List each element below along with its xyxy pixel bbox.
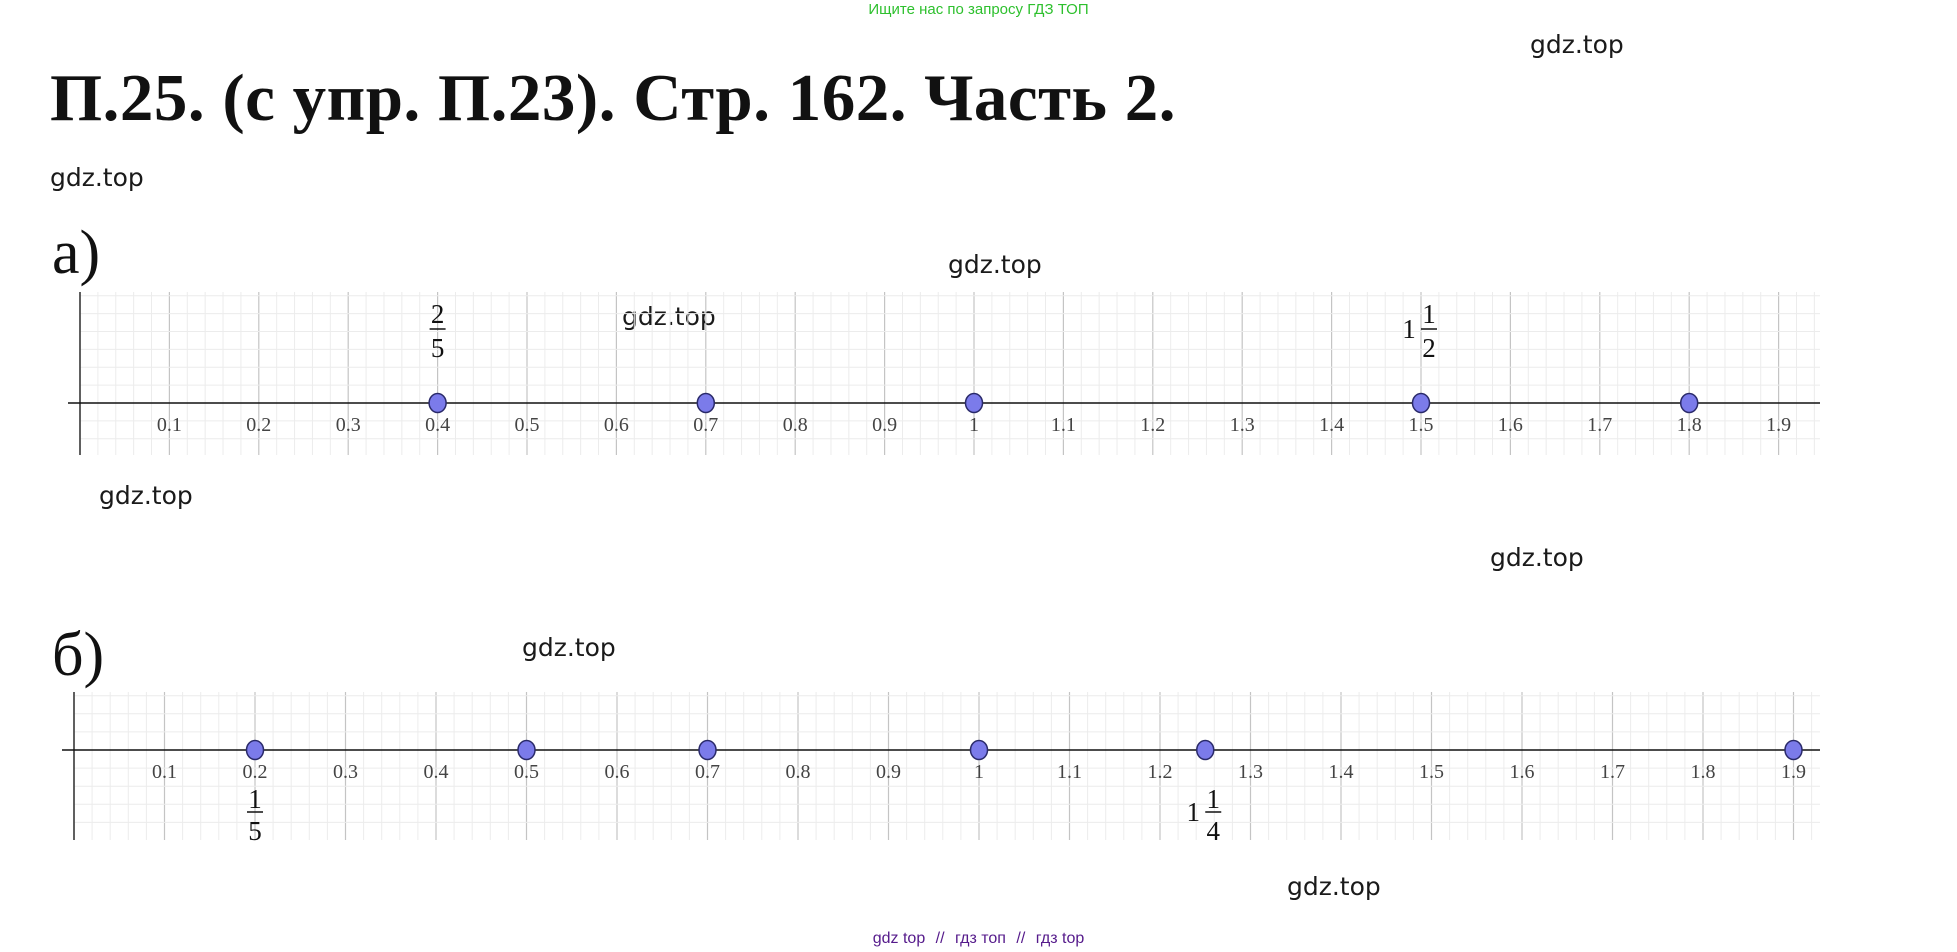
- fraction-label: 25: [429, 299, 446, 363]
- tick-label: 0.4: [425, 414, 450, 436]
- point-marker: [696, 392, 716, 414]
- fraction-label: 141: [1187, 784, 1222, 846]
- tick-label: 1.6: [1498, 414, 1523, 436]
- point-marker: [428, 392, 447, 414]
- tick-label: 1: [969, 414, 979, 436]
- tick-label: 0.3: [336, 414, 361, 436]
- point-marker: [517, 739, 536, 761]
- part-b-label: б): [52, 621, 105, 689]
- footer-links: gdz top // гдз топ // гдз top: [0, 930, 1957, 948]
- footer-separator: //: [1016, 930, 1026, 947]
- point-marker: [969, 739, 989, 761]
- fraction-label: 121: [1402, 299, 1437, 363]
- tick-label: 1.7: [1587, 414, 1612, 436]
- tick-label: 0.7: [695, 761, 720, 783]
- tick-label: 0.4: [424, 761, 449, 783]
- watermark: gdz.top: [99, 481, 193, 510]
- tick-label: 1.4: [1319, 414, 1344, 436]
- footer-link[interactable]: гдз top: [1035, 930, 1085, 947]
- fraction-whole: 1: [1402, 314, 1416, 344]
- tick-label: 1.2: [1148, 761, 1173, 783]
- tick-label: 0.5: [515, 414, 540, 436]
- tick-label: 1.6: [1510, 761, 1535, 783]
- tick-label: 0.6: [605, 761, 630, 783]
- tick-label: 0.8: [783, 414, 808, 436]
- tick-label: 1.1: [1057, 761, 1082, 783]
- point-marker: [1411, 392, 1431, 414]
- number-line-b: 0.1 0.2 0.3 0.4 0.5 0.6 0.7 0.8 0.9 1 1.1 1.2 1.3 1.4…: [62, 692, 1820, 846]
- tick-label: 0.2: [246, 414, 271, 436]
- search-banner: Ищите нас по запросу ГДЗ ТОП: [868, 1, 1089, 18]
- watermark: gdz.top: [522, 633, 616, 662]
- tick-label: 1.2: [1140, 414, 1165, 436]
- fraction-numerator: 1: [1422, 299, 1436, 329]
- tick-label: 1.9: [1766, 414, 1791, 436]
- tick-label: 1.7: [1600, 761, 1625, 783]
- tick-label: 0.1: [157, 414, 182, 436]
- number-line-a: 0.1 0.2 0.3 0.4 0.5 0.6 0.7 0.8 0.9 1 1.1 1.2 1.3 1.4…: [68, 292, 1820, 455]
- watermark: gdz.top: [948, 250, 1042, 279]
- fraction-denominator: 5: [431, 333, 445, 363]
- tick-label: 0.2: [243, 761, 268, 783]
- tick-label: 1.3: [1238, 761, 1263, 783]
- tick-label: 1.5: [1419, 761, 1444, 783]
- fraction-denominator: 5: [248, 816, 262, 846]
- tick-label: 1.8: [1677, 414, 1702, 436]
- fraction-whole: 1: [1187, 797, 1201, 827]
- point-marker: [245, 739, 265, 761]
- point-marker: [1784, 739, 1803, 761]
- point-marker: [964, 392, 984, 414]
- tick-label: 1.4: [1329, 761, 1354, 783]
- fraction-label: 15: [247, 784, 263, 846]
- tick-label: 1.5: [1409, 414, 1434, 436]
- point-marker: [1196, 739, 1215, 761]
- tick-label: 0.9: [876, 761, 901, 783]
- point-marker: [1679, 392, 1699, 414]
- footer-link[interactable]: гдз топ: [955, 930, 1006, 947]
- fraction-numerator: 2: [431, 299, 445, 329]
- grid: [79, 292, 1820, 455]
- watermark: gdz.top: [1287, 872, 1381, 901]
- part-a-label: а): [52, 219, 101, 287]
- footer-separator: //: [935, 930, 945, 947]
- fraction-numerator: 1: [248, 784, 262, 814]
- tick-label: 0.9: [872, 414, 897, 436]
- tick-label: 0.6: [604, 414, 629, 436]
- tick-label: 0.5: [514, 761, 539, 783]
- tick-label: 1.8: [1691, 761, 1716, 783]
- tick-label: 0.3: [333, 761, 358, 783]
- watermark: gdz.top: [1490, 543, 1584, 572]
- tick-label: 0.1: [152, 761, 177, 783]
- tick-label: 1: [974, 761, 984, 783]
- point-marker: [698, 739, 717, 761]
- fraction-denominator: 2: [1422, 333, 1436, 363]
- fraction-numerator: 1: [1207, 784, 1221, 814]
- tick-label: 1.3: [1230, 414, 1255, 436]
- tick-label: 1.1: [1051, 414, 1076, 436]
- tick-label: 0.8: [786, 761, 811, 783]
- watermark: gdz.top: [50, 163, 144, 192]
- fraction-denominator: 4: [1207, 816, 1221, 846]
- watermark: gdz.top: [622, 302, 716, 331]
- footer-link[interactable]: gdz top: [872, 930, 926, 947]
- page-title: П.25. (с упр. П.23). Стр. 162. Часть 2.: [50, 61, 1176, 135]
- tick-label: 1.9: [1781, 761, 1806, 783]
- watermark: gdz.top: [1530, 30, 1624, 59]
- tick-label: 0.7: [693, 414, 718, 436]
